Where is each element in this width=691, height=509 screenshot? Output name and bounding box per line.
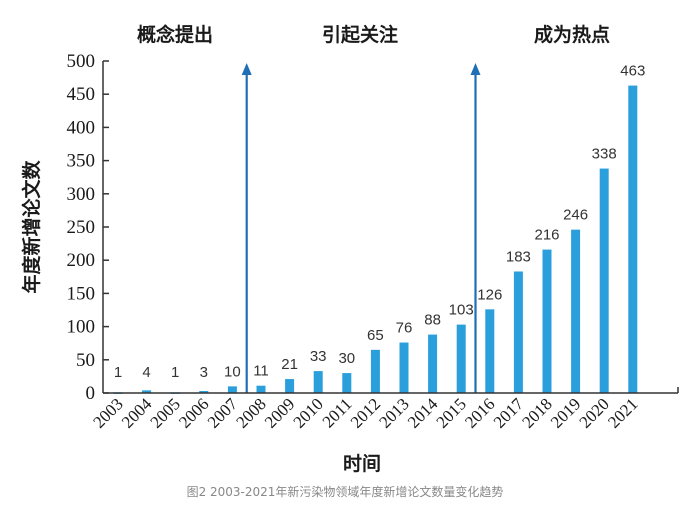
x-tick-label: 2009 [261,394,298,431]
bar-2007 [227,386,237,393]
x-tick-label: 2018 [518,394,555,431]
value-label: 1 [171,364,179,381]
x-tick-label: 2017 [490,394,528,432]
x-tick-label: 2020 [576,394,613,431]
value-label: 11 [253,363,269,380]
bar-2012 [370,349,380,393]
y-tick-label: 250 [67,217,96,238]
y-tick-label: 150 [67,283,96,304]
bar-2013 [399,342,409,393]
value-label: 126 [477,286,502,303]
bar-2006 [199,391,209,393]
value-label: 10 [224,363,241,380]
x-axis-label: 时间 [343,453,381,475]
y-tick-label: 300 [67,184,96,205]
value-label: 33 [310,348,327,365]
x-axis: 2003200420052006200720082009201020112012… [89,387,679,432]
y-tick-label: 450 [67,84,96,105]
value-label: 216 [534,227,559,244]
bar-2014 [428,334,438,393]
value-label: 88 [424,312,441,329]
figure-caption: 图2 2003-2021年新污染物领域年度新增论文数量变化趋势 [187,484,504,499]
x-tick-label: 2015 [433,394,470,431]
bar-2011 [342,373,352,393]
bar-2017 [513,271,523,393]
bar-2020 [599,168,609,393]
x-tick-label: 2019 [547,394,584,431]
bar-2019 [571,229,581,393]
value-label: 183 [506,248,531,265]
bar-2009 [285,379,295,393]
y-tick-label: 400 [67,117,96,138]
phase-label: 成为热点 [534,23,610,46]
x-tick-label: 2016 [461,394,498,431]
phase-label: 引起关注 [322,23,398,46]
x-tick-label: 2006 [175,394,212,431]
value-label: 30 [338,350,355,367]
x-tick-label: 2014 [404,394,442,432]
bar-2004 [142,390,152,393]
y-tick-label: 0 [86,383,96,404]
value-label: 463 [620,63,645,80]
x-tick-label: 2005 [147,394,184,431]
y-tick-label: 200 [67,250,96,271]
phase-label: 概念提出 [137,23,213,46]
bar-2021 [628,85,638,394]
bar-2008 [256,385,266,393]
value-label: 103 [449,302,474,319]
x-tick-label: 2013 [375,394,412,431]
y-axis-label: 年度新增论文数 [20,160,43,294]
value-label: 65 [367,327,384,344]
value-label: 246 [563,207,588,224]
bar-2010 [313,371,323,393]
x-tick-label: 2021 [604,394,641,431]
arrow-up-icon [470,63,481,75]
value-label: 4 [142,364,150,381]
bar-2018 [542,249,552,393]
y-tick-label: 500 [67,51,96,72]
y-tick-label: 50 [76,350,95,371]
y-tick-label: 350 [67,151,96,172]
x-tick-label: 2012 [347,394,384,431]
x-tick-label: 2007 [204,394,242,432]
bar-2015 [456,324,466,393]
x-tick-label: 2008 [232,394,269,431]
value-label: 3 [200,364,208,381]
value-label: 21 [281,356,298,373]
x-tick-label: 2010 [290,394,327,431]
y-axis: 0 50 100 150 200 250 300 350 400 450 500 [67,51,109,404]
arrow-up-icon [241,63,252,75]
value-label: 1 [114,364,122,381]
x-tick-label: 2011 [319,394,356,431]
value-label: 338 [592,146,617,163]
bar-2016 [485,309,495,393]
x-tick-label: 2004 [118,394,156,432]
value-label: 76 [396,320,413,337]
y-tick-label: 100 [67,317,96,338]
